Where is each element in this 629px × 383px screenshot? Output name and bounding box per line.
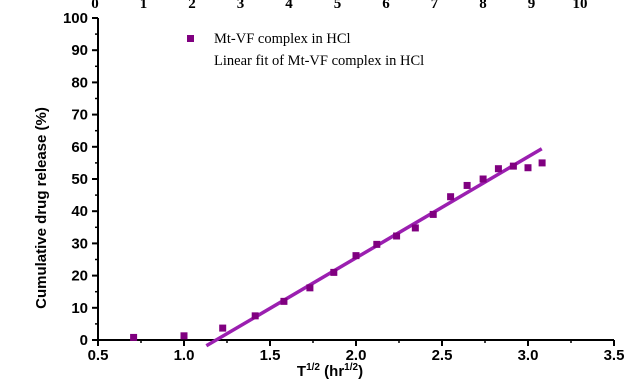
y-tick-label: 90: [71, 42, 88, 59]
x-axis-label: T1/2 (hr1/2): [297, 362, 363, 380]
legend: Mt-VF complex in HCl Linear fit of Mt-VF …: [187, 31, 424, 69]
data-point: [130, 333, 138, 341]
data-point: [306, 284, 314, 292]
top-tick-label: 1: [140, 0, 148, 12]
x-tick-label: 2.0: [346, 347, 367, 364]
legend-marker-scatter: [187, 35, 194, 42]
top-tick-label: 6: [382, 0, 390, 12]
data-point: [352, 252, 360, 260]
data-point: [330, 268, 338, 276]
x-tick-label: 1.5: [260, 347, 281, 364]
data-point: [479, 175, 487, 183]
top-tick-label: 9: [528, 0, 536, 12]
y-tick-label: 70: [71, 107, 88, 124]
y-tick-label: 0: [80, 332, 88, 349]
y-axis-label: Cumulative drug release (%): [33, 107, 50, 309]
data-point: [494, 165, 502, 173]
data-point: [429, 210, 437, 218]
data-point: [251, 312, 259, 320]
top-tick-label: 4: [285, 0, 293, 12]
y-tick-label: 60: [71, 139, 88, 156]
y-axis: 0 10 20 30 40 50 60 70 80 90 100: [63, 10, 98, 349]
y-tick-label: 20: [71, 268, 88, 285]
y-tick-label: 50: [71, 171, 88, 188]
x-tick-label: 0.5: [88, 347, 109, 364]
data-point: [538, 159, 546, 167]
legend-label-scatter: Mt-VF complex in HCl: [214, 31, 351, 47]
top-tick-label: 3: [237, 0, 245, 12]
top-tick-label: 5: [334, 0, 342, 12]
x-tick-label: 2.5: [432, 347, 453, 364]
y-tick-label: 80: [71, 74, 88, 91]
top-tick-label: 10: [573, 0, 588, 12]
data-point: [411, 224, 419, 232]
data-point: [180, 332, 188, 340]
data-point: [509, 162, 517, 170]
legend-label-fit: Linear fit of Mt-VF complex in HCl: [214, 53, 424, 69]
top-tick-label: 2: [188, 0, 196, 12]
data-point: [447, 193, 455, 201]
x-tick-label: 3.0: [518, 347, 539, 364]
y-tick-label: 40: [71, 203, 88, 220]
top-tick-label: 7: [431, 0, 439, 12]
y-tick-label: 100: [63, 10, 88, 27]
data-point: [524, 164, 532, 172]
top-tick-label: 0: [91, 0, 99, 12]
x-axis: 0.5 1.0 1.5 2.0 2.5 3.0 3.5: [88, 340, 625, 364]
data-point: [463, 181, 471, 189]
data-point: [373, 240, 381, 248]
data-point: [393, 232, 401, 240]
y-tick-label: 30: [71, 235, 88, 252]
x-tick-label: 1.0: [174, 347, 195, 364]
data-point: [219, 324, 227, 332]
top-tick-label: 8: [479, 0, 487, 12]
data-point: [280, 297, 288, 305]
top-axis: 0 1 2 3 4 5 6 7 8 9 10: [91, 0, 587, 12]
points-layer: [130, 159, 546, 341]
y-tick-label: 10: [71, 300, 88, 317]
x-tick-label: 3.5: [604, 347, 625, 364]
